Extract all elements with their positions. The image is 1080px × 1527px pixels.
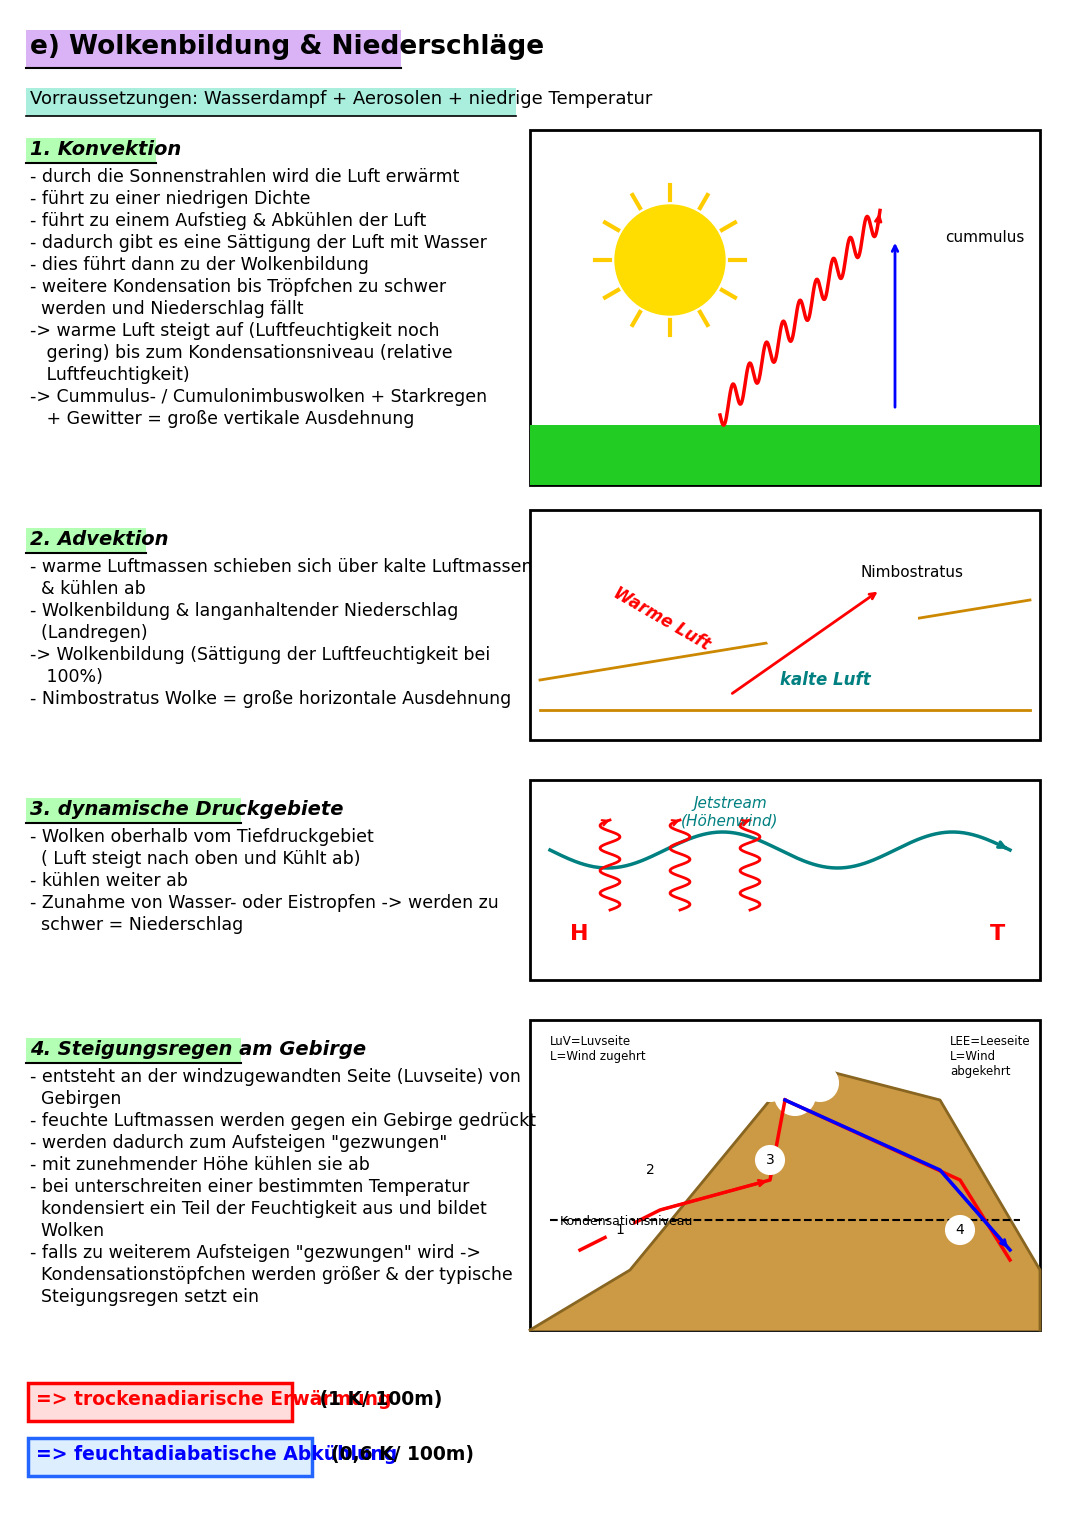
Text: schwer = Niederschlag: schwer = Niederschlag xyxy=(30,916,243,935)
Text: H: H xyxy=(570,924,589,944)
Bar xyxy=(530,425,1040,486)
Text: => feuchtadiabatische Abkühlung: => feuchtadiabatische Abkühlung xyxy=(36,1445,397,1464)
Text: - Nimbostratus Wolke = große horizontale Ausdehnung: - Nimbostratus Wolke = große horizontale… xyxy=(30,690,511,709)
Circle shape xyxy=(775,1075,815,1115)
Text: LEE=Leeseite
L=Wind
abgekehrt: LEE=Leeseite L=Wind abgekehrt xyxy=(950,1035,1030,1078)
FancyBboxPatch shape xyxy=(26,528,146,553)
Text: - kühlen weiter ab: - kühlen weiter ab xyxy=(30,872,188,890)
Text: Nimbostratus: Nimbostratus xyxy=(860,565,963,580)
Bar xyxy=(530,1020,1040,1330)
Text: werden und Niederschlag fällt: werden und Niederschlag fällt xyxy=(30,299,303,318)
Text: - feuchte Luftmassen werden gegen ein Gebirge gedrückt: - feuchte Luftmassen werden gegen ein Ge… xyxy=(30,1112,536,1130)
Circle shape xyxy=(762,588,827,652)
Circle shape xyxy=(825,266,885,325)
Text: - führt zu einem Aufstieg & Abkühlen der Luft: - führt zu einem Aufstieg & Abkühlen der… xyxy=(30,212,427,231)
Text: - werden dadurch zum Aufsteigen "gezwungen": - werden dadurch zum Aufsteigen "gezwung… xyxy=(30,1135,447,1151)
Text: -> warme Luft steigt auf (Luftfeuchtigkeit noch: -> warme Luft steigt auf (Luftfeuchtigke… xyxy=(30,322,440,341)
Text: cummulus: cummulus xyxy=(945,231,1024,244)
Text: - führt zu einer niedrigen Dichte: - führt zu einer niedrigen Dichte xyxy=(30,189,311,208)
Polygon shape xyxy=(530,1060,1040,1330)
Circle shape xyxy=(636,1156,664,1183)
FancyBboxPatch shape xyxy=(26,1038,241,1063)
Circle shape xyxy=(770,1051,820,1099)
Circle shape xyxy=(865,605,915,655)
Text: - entsteht an der windzugewandten Seite (Luvseite) von: - entsteht an der windzugewandten Seite … xyxy=(30,1067,521,1086)
Circle shape xyxy=(615,205,725,315)
Circle shape xyxy=(858,298,922,362)
Bar xyxy=(530,510,1040,741)
Text: - Wolkenbildung & langanhaltender Niederschlag: - Wolkenbildung & langanhaltender Nieder… xyxy=(30,602,458,620)
Circle shape xyxy=(847,282,903,337)
Text: 100%): 100%) xyxy=(30,667,103,686)
Text: - bei unterschreiten einer bestimmten Temperatur: - bei unterschreiten einer bestimmten Te… xyxy=(30,1177,470,1196)
FancyBboxPatch shape xyxy=(26,31,401,69)
Text: => trockenadiarische Erwärmung: => trockenadiarische Erwärmung xyxy=(36,1390,391,1409)
Text: (Landregen): (Landregen) xyxy=(30,625,148,641)
Text: - Zunahme von Wasser- oder Eistropfen -> werden zu: - Zunahme von Wasser- oder Eistropfen ->… xyxy=(30,893,499,912)
Circle shape xyxy=(850,240,930,321)
Circle shape xyxy=(795,565,885,655)
FancyBboxPatch shape xyxy=(26,137,156,163)
Circle shape xyxy=(756,1145,784,1174)
Text: kondensiert ein Teil der Feuchtigkeit aus und bildet: kondensiert ein Teil der Feuchtigkeit au… xyxy=(30,1200,487,1219)
Text: -> Wolkenbildung (Sättigung der Luftfeuchtigkeit bei: -> Wolkenbildung (Sättigung der Luftfeuc… xyxy=(30,646,490,664)
FancyBboxPatch shape xyxy=(28,1438,312,1477)
Text: + Gewitter = große vertikale Ausdehnung: + Gewitter = große vertikale Ausdehnung xyxy=(30,411,415,428)
Circle shape xyxy=(834,605,890,660)
FancyBboxPatch shape xyxy=(28,1383,292,1422)
Text: & kühlen ab: & kühlen ab xyxy=(30,580,146,599)
Text: 3. dynamische Druckgebiete: 3. dynamische Druckgebiete xyxy=(30,800,343,818)
Text: ( Luft steigt nach oben und Kühlt ab): ( Luft steigt nach oben und Kühlt ab) xyxy=(30,851,361,867)
Text: 1. Konvektion: 1. Konvektion xyxy=(30,140,181,159)
Text: kalte Luft: kalte Luft xyxy=(780,670,870,689)
FancyBboxPatch shape xyxy=(26,799,241,823)
Text: - Wolken oberhalb vom Tiefdruckgebiet: - Wolken oberhalb vom Tiefdruckgebiet xyxy=(30,828,374,846)
Text: 1: 1 xyxy=(616,1223,624,1237)
Text: 2: 2 xyxy=(646,1164,654,1177)
Text: 2. Advektion: 2. Advektion xyxy=(30,530,168,550)
Text: - dadurch gibt es eine Sättigung der Luft mit Wasser: - dadurch gibt es eine Sättigung der Luf… xyxy=(30,234,487,252)
Circle shape xyxy=(853,588,917,652)
Text: gering) bis zum Kondensationsniveau (relative: gering) bis zum Kondensationsniveau (rel… xyxy=(30,344,453,362)
Text: - falls zu weiterem Aufsteigen "gezwungen" wird ->: - falls zu weiterem Aufsteigen "gezwunge… xyxy=(30,1245,481,1261)
Text: Gebirgen: Gebirgen xyxy=(30,1090,121,1109)
Text: (0,6 K/ 100m): (0,6 K/ 100m) xyxy=(318,1445,474,1464)
Text: - warme Luftmassen schieben sich über kalte Luftmassen: - warme Luftmassen schieben sich über ka… xyxy=(30,557,532,576)
Text: e) Wolkenbildung & Niederschläge: e) Wolkenbildung & Niederschläge xyxy=(30,34,544,60)
Text: Jetstream
(Höhenwind): Jetstream (Höhenwind) xyxy=(681,796,779,828)
Text: Vorraussetzungen: Wasserdampf + Aerosolen + niedrige Temperatur: Vorraussetzungen: Wasserdampf + Aerosole… xyxy=(30,90,652,108)
Text: -> Cummulus- / Cumulonimbuswolken + Starkregen: -> Cummulus- / Cumulonimbuswolken + Star… xyxy=(30,388,487,406)
Circle shape xyxy=(946,1215,974,1245)
Circle shape xyxy=(802,608,878,683)
Circle shape xyxy=(882,282,939,337)
Circle shape xyxy=(606,1215,634,1245)
Text: Warme Luft: Warme Luft xyxy=(610,583,713,654)
Circle shape xyxy=(752,1064,788,1101)
Text: Luftfeuchtigkeit): Luftfeuchtigkeit) xyxy=(30,366,190,383)
Text: - dies führt dann zu der Wolkenbildung: - dies führt dann zu der Wolkenbildung xyxy=(30,257,369,273)
Text: - weitere Kondensation bis Tröpfchen zu schwer: - weitere Kondensation bis Tröpfchen zu … xyxy=(30,278,446,296)
Text: 3: 3 xyxy=(766,1153,774,1167)
Text: 4. Steigungsregen am Gebirge: 4. Steigungsregen am Gebirge xyxy=(30,1040,366,1060)
Text: LuV=Luvseite
L=Wind zugehrt: LuV=Luvseite L=Wind zugehrt xyxy=(550,1035,646,1063)
Text: - mit zunehmender Höhe kühlen sie ab: - mit zunehmender Höhe kühlen sie ab xyxy=(30,1156,369,1174)
Circle shape xyxy=(802,1064,838,1101)
Text: Kondensationstöpfchen werden größer & der typische: Kondensationstöpfchen werden größer & de… xyxy=(30,1266,513,1284)
Text: T: T xyxy=(990,924,1005,944)
Text: Kondensationsniveau: Kondensationsniveau xyxy=(561,1215,693,1228)
Circle shape xyxy=(789,605,846,660)
Bar xyxy=(530,780,1040,980)
Circle shape xyxy=(895,266,955,325)
Text: Wolken: Wolken xyxy=(30,1222,104,1240)
Text: Steigungsregen setzt ein: Steigungsregen setzt ein xyxy=(30,1287,259,1306)
Circle shape xyxy=(765,605,815,655)
Text: - durch die Sonnenstrahlen wird die Luft erwärmt: - durch die Sonnenstrahlen wird die Luft… xyxy=(30,168,459,186)
FancyBboxPatch shape xyxy=(26,89,516,116)
Text: 4: 4 xyxy=(956,1223,964,1237)
Text: (1 K/ 100m): (1 K/ 100m) xyxy=(300,1390,443,1409)
Bar xyxy=(530,130,1040,486)
